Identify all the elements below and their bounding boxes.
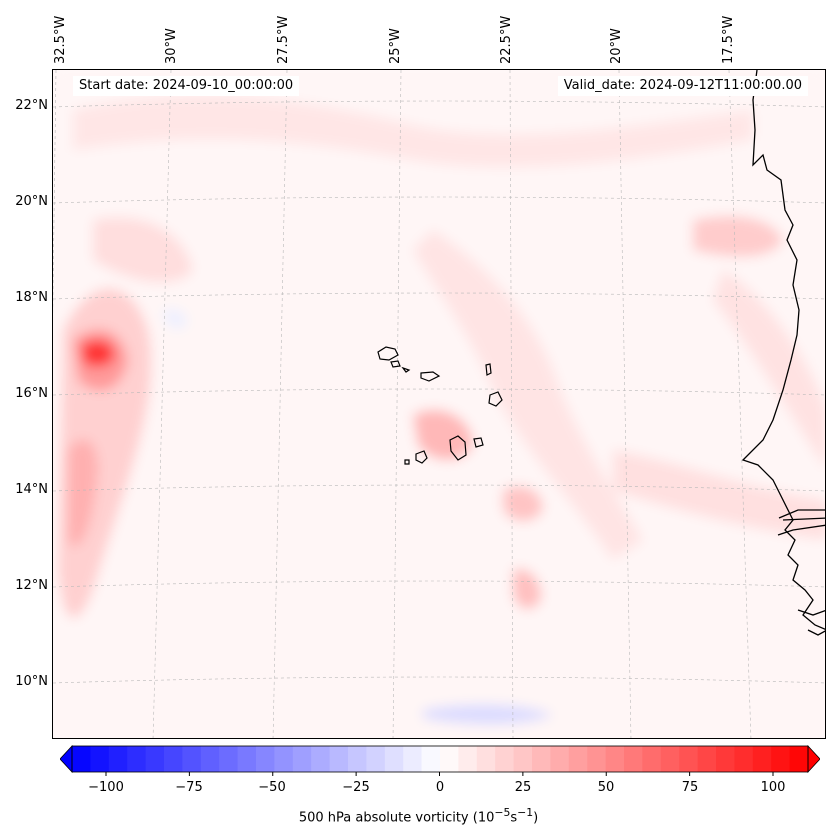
colorbar-cell [329,746,349,772]
lat-label-10n: 10°N [15,674,48,689]
colorbar-cell [366,746,386,772]
colorbar-cell [716,746,735,772]
colorbar-cell [311,746,331,772]
lat-label-22n: 22°N [15,98,48,113]
colorbar-cell [237,746,257,772]
colorbar-cell [476,746,496,772]
colorbar-cell [145,746,165,772]
colorbar-tick-label: −50 [258,780,286,795]
colorbar-cell [348,746,367,772]
colorbar-cell [587,746,607,772]
colorbar-cell [90,746,110,772]
colorbar-cell [440,746,459,772]
lon-label-32-5w: 32.5°W [53,15,68,64]
colorbar-cell [200,746,220,772]
colorbar-cell [403,746,423,772]
colorbar-tick-label: −75 [175,780,203,795]
colorbar-cell [108,746,128,772]
colorbar-tick-label: −25 [342,780,370,795]
colorbar-cell [789,746,809,772]
start-date-label: Start date: 2024-09-10_00:00:00 [73,76,300,96]
colorbar-cell [458,746,478,772]
map-panel [52,69,826,739]
lat-label-12n: 12°N [15,578,48,593]
colorbar-tick-label: 100 [760,780,786,795]
colorbar-cell [292,746,312,772]
coastline [741,70,825,636]
colorbar-tick-label: 25 [514,780,532,795]
colorbar-cell [421,746,441,772]
lat-label-16n: 16°N [15,386,48,401]
colorbar-cell [256,746,275,772]
colorbar-tick-label: −100 [88,780,124,795]
colorbar-cell [642,746,662,772]
colorbar-cell [624,746,643,772]
colorbar-cell [532,746,551,772]
lat-label-20n: 20°N [15,194,48,209]
colorbar-cell [495,746,515,772]
lon-label-22-5w: 22.5°W [499,15,514,64]
colorbar-tick-label: 0 [435,780,445,795]
colorbar-cells [72,746,809,772]
colorbar-cell [752,746,772,772]
colorbar-cell [697,746,717,772]
colorbar-cell [513,746,533,772]
vorticity-map [53,70,825,738]
colorbar-cell [550,746,570,772]
cape-verde-islands [377,346,503,465]
lon-label-25w: 25°W [388,28,403,64]
colorbar-cell [274,746,294,772]
colorbar-cell [734,746,754,772]
lat-label-14n: 14°N [15,482,48,497]
colorbar-tick-marks [105,772,774,776]
lon-label-20w: 20°W [609,28,624,64]
vorticity-field [53,70,825,738]
colorbar-cell [72,746,91,772]
colorbar-cell [182,746,202,772]
colorbar-cell [771,746,791,772]
lon-label-30w: 30°W [164,28,179,64]
colorbar-cell [384,746,404,772]
colorbar-cell [679,746,699,772]
colorbar-tick-label: 50 [597,780,615,795]
colorbar-tick-label: 75 [681,780,699,795]
colorbar-cell [164,746,183,772]
lon-label-17-5w: 17.5°W [721,15,736,64]
lat-label-18n: 18°N [15,290,48,305]
colorbar [60,744,820,776]
colorbar-label: 500 hPa absolute vorticity (10−5s−1) [298,806,539,826]
graticule [53,70,825,738]
lon-label-27-5w: 27.5°W [276,15,291,64]
colorbar-cell [219,746,239,772]
valid-date-label: Valid_date: 2024-09-12T11:00:00.00 [557,76,808,96]
colorbar-cell [568,746,588,772]
colorbar-high-extend [807,744,820,774]
colorbar-cell [127,746,147,772]
colorbar-cell [660,746,680,772]
colorbar-cell [605,746,625,772]
colorbar-low-extend [60,744,73,774]
